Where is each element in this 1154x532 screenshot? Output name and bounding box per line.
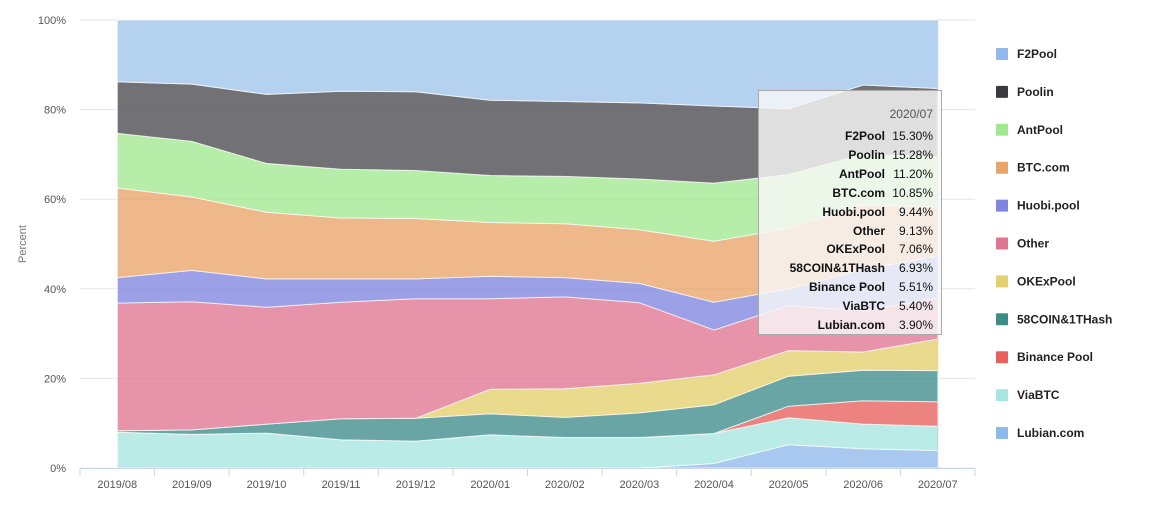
- tooltip-row: F2Pool 15.30%: [767, 127, 933, 146]
- legend-item-btc-com[interactable]: BTC.com: [996, 161, 1070, 175]
- legend-label: Other: [1017, 237, 1049, 251]
- tooltip-series-value: 10.85%: [892, 185, 933, 200]
- tooltip-series-name: Lubian.com: [817, 318, 885, 333]
- tooltip-series-value: 7.06%: [898, 242, 933, 257]
- tooltip-series-name: Binance Pool: [808, 280, 885, 295]
- legend-swatch: [996, 161, 1008, 174]
- area-series-group[interactable]: [116, 19, 939, 469]
- tooltip-series-name: AntPool: [839, 166, 885, 181]
- x-tick-label: 2020/05: [769, 479, 809, 491]
- tooltip-series-value: 5.40%: [898, 299, 933, 314]
- tooltip-row: 58COIN&1THash 6.93%: [767, 259, 933, 278]
- legend-item-58coin-1thash[interactable]: 58COIN&1THash: [996, 312, 1112, 326]
- tooltip-series-value: 3.90%: [898, 318, 933, 333]
- x-tick-label: 2019/09: [172, 479, 212, 491]
- tooltip-row: Lubian.com 3.90%: [767, 316, 933, 335]
- tooltip-series-name: Other: [852, 223, 885, 238]
- legend-label: Binance Pool: [1017, 350, 1093, 364]
- legend-swatch: [996, 351, 1008, 364]
- tooltip-row: Other 9.13%: [767, 222, 933, 241]
- y-tick-label: 40%: [44, 284, 66, 296]
- tooltip: 2020/07 F2Pool 15.30% Poolin 15.28% AntPool 1…: [758, 90, 942, 335]
- legend-item-viabtc[interactable]: ViaBTC: [996, 388, 1060, 402]
- legend-label: 58COIN&1THash: [1017, 312, 1112, 326]
- legend-swatch: [996, 389, 1008, 402]
- legend[interactable]: F2Pool Poolin AntPool BTC.com Huobi.pool Othe…: [996, 47, 1112, 440]
- tooltip-series-name: BTC.com: [832, 185, 885, 200]
- tooltip-series-value: 6.93%: [898, 261, 933, 276]
- tooltip-date: 2020/07: [889, 107, 933, 121]
- legend-label: Poolin: [1017, 85, 1054, 99]
- y-axis-title: Percent: [17, 225, 29, 263]
- legend-label: BTC.com: [1017, 161, 1070, 175]
- tooltip-series-value: 15.28%: [892, 147, 933, 162]
- legend-label: ViaBTC: [1017, 388, 1060, 402]
- x-tick-label: 2020/01: [470, 479, 510, 491]
- tooltip-series-name: ViaBTC: [842, 299, 885, 314]
- legend-swatch: [996, 237, 1008, 250]
- tooltip-row: OKExPool 7.06%: [767, 240, 933, 259]
- legend-label: Lubian.com: [1017, 426, 1084, 440]
- tooltip-series-name: F2Pool: [844, 129, 885, 143]
- tooltip-row: AntPool 11.20%: [767, 165, 933, 184]
- tooltip-row: ViaBTC 5.40%: [767, 297, 933, 316]
- axes-group: 0% 20% 40% 60% 80% 100% 2019/08 2019/09 2019/10 2…: [38, 15, 976, 491]
- y-tick-label: 0%: [50, 463, 66, 475]
- x-tick-label: 2019/10: [247, 479, 287, 491]
- x-tick-label: 2020/06: [843, 479, 883, 491]
- legend-swatch: [996, 123, 1008, 136]
- tooltip-series-value: 9.44%: [898, 204, 933, 219]
- y-tick-label: 20%: [44, 373, 66, 385]
- legend-item-antpool[interactable]: AntPool: [996, 123, 1063, 137]
- x-tick-label: 2020/03: [619, 479, 659, 491]
- tooltip-series-value: 5.51%: [898, 280, 933, 295]
- tooltip-series-name: OKExPool: [826, 242, 885, 257]
- x-tick-label: 2019/12: [396, 479, 436, 491]
- tooltip-series-value: 9.13%: [898, 223, 933, 238]
- legend-item-huobi-pool[interactable]: Huobi.pool: [996, 199, 1080, 213]
- tooltip-series-name: Huobi.pool: [822, 204, 885, 219]
- x-tick-label: 2019/08: [97, 479, 137, 491]
- legend-item-binance-pool[interactable]: Binance Pool: [996, 350, 1093, 364]
- tooltip-series-name: Poolin: [848, 147, 885, 162]
- legend-item-okexpool[interactable]: OKExPool: [996, 274, 1076, 288]
- legend-swatch: [996, 427, 1008, 439]
- legend-label: F2Pool: [1017, 47, 1057, 61]
- legend-swatch: [996, 48, 1008, 60]
- legend-swatch: [996, 275, 1008, 288]
- x-tick-label: 2020/02: [545, 479, 585, 491]
- legend-item-f2pool[interactable]: F2Pool: [996, 47, 1057, 61]
- tooltip-row: Huobi.pool 9.44%: [767, 203, 933, 222]
- tooltip-series-value: 15.30%: [892, 129, 933, 143]
- tooltip-row: Poolin 15.28%: [767, 146, 933, 165]
- x-tick-label: 2019/11: [322, 479, 361, 491]
- tooltip-series-value: 11.20%: [893, 166, 933, 181]
- legend-swatch: [996, 85, 1008, 98]
- legend-label: OKExPool: [1017, 274, 1076, 288]
- legend-swatch: [996, 199, 1008, 212]
- legend-item-poolin[interactable]: Poolin: [996, 85, 1054, 99]
- y-tick-label: 80%: [44, 105, 66, 117]
- y-tick-label: 100%: [38, 15, 66, 27]
- y-tick-label: 60%: [44, 194, 66, 206]
- tooltip-row: BTC.com 10.85%: [767, 184, 933, 203]
- legend-item-lubian-com[interactable]: Lubian.com: [996, 426, 1084, 440]
- x-tick-label: 2020/04: [694, 479, 734, 491]
- legend-label: Huobi.pool: [1017, 199, 1080, 213]
- tooltip-row: Binance Pool 5.51%: [767, 278, 933, 297]
- x-tick-label: 2020/07: [918, 479, 958, 491]
- legend-label: AntPool: [1017, 123, 1063, 137]
- legend-swatch: [996, 313, 1008, 326]
- legend-item-other[interactable]: Other: [996, 237, 1049, 251]
- tooltip-series-name: 58COIN&1THash: [789, 261, 885, 276]
- tooltip-rows: F2Pool 15.30% Poolin 15.28% AntPool 11.20% BTC…: [767, 127, 933, 335]
